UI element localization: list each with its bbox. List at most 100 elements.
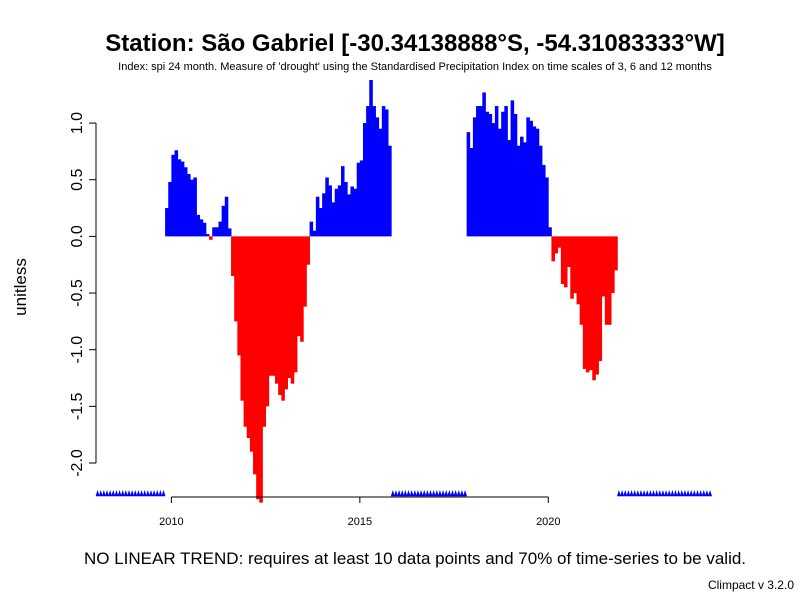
missing-marker xyxy=(642,489,647,497)
y-tick-label: -1.5 xyxy=(69,392,86,420)
spi-bar xyxy=(611,236,615,294)
spi-bar xyxy=(592,236,596,381)
missing-marker xyxy=(695,489,700,497)
spi-bar xyxy=(589,236,593,371)
missing-marker xyxy=(444,489,449,497)
spi-bar xyxy=(319,208,323,237)
missing-marker xyxy=(673,489,678,497)
spi-bar xyxy=(532,126,537,237)
spi-bar xyxy=(168,181,172,237)
spi-bar xyxy=(340,166,345,237)
spi-bar xyxy=(576,236,581,305)
missing-marker xyxy=(459,489,464,497)
y-tick-label: -2.0 xyxy=(69,449,86,477)
spi-bar xyxy=(303,236,307,307)
spi-bar xyxy=(384,109,389,237)
spi-bar xyxy=(287,236,292,379)
missing-marker xyxy=(120,489,125,497)
missing-marker xyxy=(692,489,697,497)
spi-bar xyxy=(378,128,383,237)
missing-marker xyxy=(403,489,408,497)
spi-bar xyxy=(205,234,210,237)
y-tick-label: -0.5 xyxy=(69,279,86,307)
spi-bar xyxy=(501,111,505,237)
missing-marker xyxy=(679,489,684,497)
missing-marker xyxy=(437,489,442,497)
spi-bar xyxy=(268,236,273,376)
missing-marker xyxy=(393,489,398,497)
axes-group: -2.0 -1.5 -1.0 -0.5 0.0 0.5 1.0 2010 2015 2020 xyxy=(69,112,561,528)
spi-bar xyxy=(350,186,354,237)
missing-marker xyxy=(95,489,100,497)
spi-bar xyxy=(545,177,549,237)
spi-bar xyxy=(353,188,358,237)
spi-bar xyxy=(224,196,229,237)
spi-bar xyxy=(328,185,332,237)
spi-bar xyxy=(579,236,584,325)
spi-bar xyxy=(381,106,386,237)
spi-bar xyxy=(246,236,251,439)
spi-bar xyxy=(369,80,373,237)
spi-bar xyxy=(372,106,376,237)
spi-bar xyxy=(325,177,329,237)
missing-marker xyxy=(117,489,122,497)
missing-marker xyxy=(629,489,634,497)
missing-marker xyxy=(127,489,131,497)
missing-marker xyxy=(708,489,713,497)
spi-bar xyxy=(567,236,571,267)
missing-marker xyxy=(447,489,452,497)
spi-bar xyxy=(259,236,263,503)
missing-marker xyxy=(670,489,675,497)
spi-bar xyxy=(240,236,245,401)
missing-marker xyxy=(161,489,166,497)
missing-marker xyxy=(390,489,395,497)
spi-bar xyxy=(215,227,219,237)
spi-bar xyxy=(538,145,543,237)
missing-marker xyxy=(123,489,128,497)
spi-bar xyxy=(271,236,276,376)
spi-bar xyxy=(548,227,552,237)
spi-bar xyxy=(165,208,169,237)
spi-bar xyxy=(551,236,555,262)
spi-bar xyxy=(331,202,336,237)
version-label: Climpact v 3.2.0 xyxy=(707,578,794,592)
missing-marker xyxy=(453,489,458,497)
spi-bar xyxy=(231,236,235,277)
missing-marker xyxy=(638,489,643,497)
spi-bar xyxy=(375,117,380,237)
spi-bar xyxy=(560,236,565,284)
spi-bar xyxy=(227,228,232,237)
missing-marker xyxy=(431,489,436,497)
missing-marker xyxy=(704,489,709,497)
spi-bar xyxy=(221,205,226,237)
missing-marker xyxy=(105,489,109,497)
spi-bar xyxy=(504,106,508,237)
spi-bar xyxy=(526,117,530,237)
spi-bar xyxy=(595,236,599,375)
spi-bar xyxy=(356,162,361,237)
spi-bar xyxy=(469,147,474,237)
spi-bar xyxy=(171,154,175,237)
missing-marker xyxy=(623,489,628,497)
spi-bar xyxy=(293,236,298,373)
spi-bar xyxy=(585,236,590,373)
missing-marker xyxy=(152,489,157,497)
missing-marker xyxy=(133,489,138,497)
spi-bar xyxy=(557,236,562,248)
spi-bar xyxy=(253,236,257,475)
spi-bar xyxy=(362,123,367,237)
spi-bar xyxy=(488,113,493,237)
missing-marker xyxy=(158,489,163,497)
spi-bar xyxy=(237,236,241,356)
missing-marker xyxy=(654,489,659,497)
spi-bar xyxy=(256,236,260,500)
y-axis-label: unitless xyxy=(11,258,30,316)
spi-bar xyxy=(359,160,364,237)
spi-bar xyxy=(249,236,254,452)
missing-marker xyxy=(111,489,116,497)
x-tick-label: 2010 xyxy=(159,516,183,528)
spi-bar xyxy=(614,236,618,271)
missing-markers-group xyxy=(95,489,713,497)
spi-bar xyxy=(309,221,314,237)
spi-bar xyxy=(243,236,248,427)
